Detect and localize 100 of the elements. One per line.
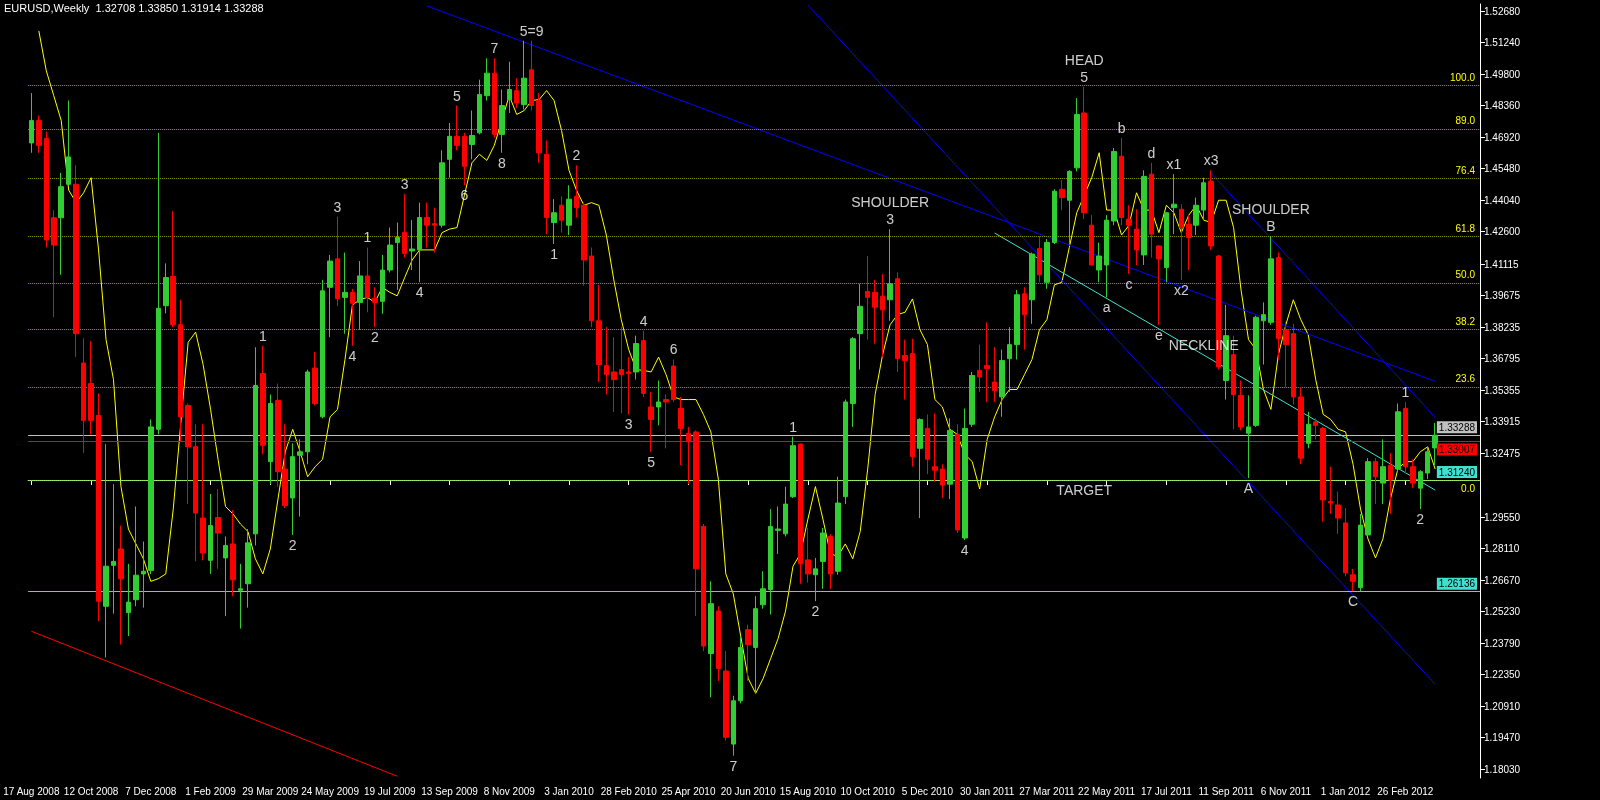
annotation: 5=9: [519, 22, 544, 39]
x-tick-label: 12 Oct 2008: [63, 785, 119, 797]
x-tick-label: 26 Feb 2012: [1377, 785, 1434, 797]
x-tick-label: 22 May 2011: [1078, 785, 1136, 797]
ref-line-label: 50.0: [1455, 269, 1476, 281]
ref-line-label: 23.6: [1455, 373, 1476, 385]
annotation: 3: [400, 176, 409, 193]
y-tick-label: 1.32475: [1484, 447, 1521, 459]
y-tick-label: 1.38235: [1484, 321, 1521, 333]
ref-line-label: 38.2: [1455, 315, 1476, 327]
ref-line-label: 76.4: [1455, 165, 1476, 177]
annotation: C: [1347, 593, 1359, 610]
annotation: b: [1117, 119, 1126, 136]
y-tick-label: 1.36795: [1484, 353, 1521, 365]
x-tick-label: 17 Jul 2011: [1140, 785, 1193, 797]
annotation: 3: [886, 211, 895, 228]
annotation: 1: [1401, 383, 1410, 400]
x-tick-label: 11 Sep 2011: [1198, 785, 1255, 797]
annotation: 2: [572, 147, 581, 164]
y-tick-label: 1.35355: [1484, 384, 1521, 396]
ref-line-label: 100.0: [1449, 72, 1476, 84]
ref-line-label: 1.26136: [1438, 578, 1476, 590]
x-tick-label: 17 Aug 2008: [3, 785, 60, 797]
y-tick-label: 1.41115: [1484, 258, 1520, 270]
annotation: c: [1125, 275, 1133, 292]
x-tick-label: 20 Jun 2010: [720, 785, 777, 797]
annotation: 5: [453, 87, 462, 104]
y-tick-label: 1.20910: [1484, 700, 1521, 712]
y-tick-label: 1.22350: [1484, 669, 1521, 681]
y-tick-label: 1.44040: [1484, 194, 1521, 206]
annotation: 2: [288, 536, 297, 553]
annotation: 6: [669, 341, 678, 358]
ref-line-label: 1.31240: [1438, 466, 1476, 478]
y-tick-label: 1.46920: [1484, 131, 1521, 143]
annotation: x2: [1173, 281, 1189, 298]
ref-line-label: 1.33007: [1438, 443, 1476, 455]
x-tick-label: 28 Feb 2010: [600, 785, 658, 797]
annotation: 5: [647, 453, 656, 470]
y-tick-label: 1.26670: [1484, 574, 1521, 586]
x-tick-label: 13 Sep 2009: [421, 785, 479, 797]
ref-line-label: 61.8: [1455, 222, 1476, 234]
annotation: 3: [333, 198, 342, 215]
x-tick-label: 19 Jul 2009: [363, 785, 417, 797]
ref-line-label: 0.0: [1461, 482, 1476, 494]
y-tick-label: 1.23790: [1484, 637, 1521, 649]
x-tick-label: 15 Aug 2010: [779, 785, 837, 797]
annotation: d: [1147, 144, 1156, 161]
annotation: 8: [497, 154, 506, 171]
annotation: 1: [550, 245, 559, 262]
y-tick-label: 1.29550: [1484, 511, 1521, 523]
x-tick-label: 1 Jan 2012: [1320, 785, 1371, 797]
annotation: 4: [639, 312, 648, 329]
y-tick-label: 1.33915: [1484, 416, 1521, 428]
annotation: x1: [1166, 156, 1182, 173]
annotation: 4: [415, 284, 424, 301]
annotation: A: [1243, 480, 1254, 497]
x-tick-label: 27 Mar 2011: [1019, 785, 1076, 797]
annotation: 4: [960, 541, 969, 558]
annotation: 5: [1080, 68, 1089, 85]
x-tick-label: 7 Dec 2008: [125, 785, 177, 797]
y-tick-label: 1.19470: [1484, 732, 1521, 744]
y-tick-label: 1.25230: [1484, 606, 1521, 618]
annotation: a: [1102, 299, 1111, 316]
x-tick-label: 25 Apr 2010: [661, 785, 716, 797]
x-tick-label: 30 Jan 2011: [960, 785, 1015, 797]
annotation: SHOULDER: [851, 194, 929, 211]
y-tick-label: 1.51240: [1484, 37, 1521, 48]
ref-line-label: 89.0: [1455, 115, 1476, 127]
annotation: e: [1155, 326, 1164, 343]
annotation: HEAD: [1064, 51, 1104, 68]
y-tick-label: 1.48360: [1484, 100, 1521, 112]
annotation: 7: [490, 40, 499, 57]
annotation: 2: [370, 329, 379, 346]
annotation: x3: [1203, 152, 1219, 169]
annotation: 7: [729, 757, 738, 774]
annotation: 1: [363, 229, 372, 246]
ref-line-label: 1.33288: [1438, 421, 1476, 433]
y-tick-label: 1.45480: [1484, 163, 1521, 175]
annotation: 2: [811, 603, 820, 620]
x-tick-label: 24 May 2009: [301, 785, 360, 797]
y-tick-label: 1.52680: [1484, 5, 1521, 17]
x-tick-label: 3 Jan 2010: [544, 785, 595, 797]
x-tick-label: 29 Mar 2009: [242, 785, 299, 797]
x-tick-label: 10 Oct 2010: [840, 785, 896, 797]
x-tick-label: 1 Feb 2009: [185, 785, 237, 797]
x-tick-label: 8 Nov 2009: [483, 785, 536, 797]
annotation: 1: [258, 327, 267, 344]
annotation: 2: [1416, 511, 1425, 528]
annotation: TARGET: [1056, 482, 1113, 499]
y-tick-label: 1.49800: [1484, 68, 1521, 80]
chart-title: EURUSD,Weekly 1.32708 1.33850 1.31914 1.33288: [4, 1, 264, 14]
annotation: B: [1266, 218, 1276, 235]
annotation: 4: [348, 347, 357, 364]
y-tick-label: 1.18030: [1484, 763, 1521, 775]
x-tick-label: 5 Dec 2010: [901, 785, 954, 797]
annotation: 1: [789, 418, 798, 435]
y-tick-label: 1.42600: [1484, 226, 1521, 238]
y-tick-label: 1.39675: [1484, 290, 1521, 302]
x-tick-label: 6 Nov 2011: [1260, 785, 1312, 797]
annotation: 3: [624, 416, 633, 433]
